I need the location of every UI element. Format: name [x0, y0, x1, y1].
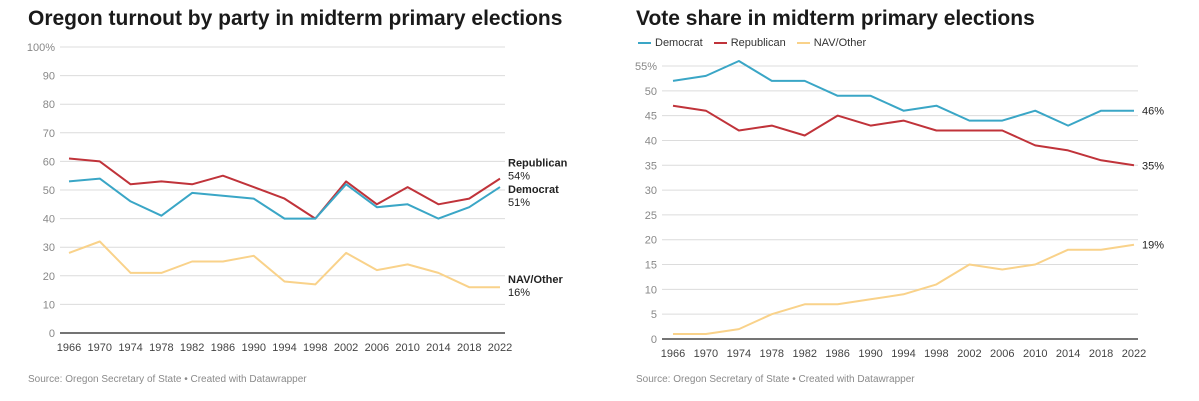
- y-tick-label: 40: [645, 135, 657, 147]
- y-tick-label: 60: [43, 156, 55, 168]
- y-tick-label: 90: [43, 71, 55, 83]
- vote-share-chart-panel: Vote share in midterm primary elections …: [600, 0, 1199, 401]
- y-tick-label: 10: [43, 299, 55, 311]
- y-tick-label: 20: [43, 271, 55, 283]
- y-tick-label: 30: [645, 185, 657, 197]
- x-tick-label: 2010: [395, 342, 419, 354]
- x-tick-label: 1970: [694, 348, 718, 360]
- y-tick-label: 20: [645, 235, 657, 247]
- legend-item-other: NAV/Other: [796, 37, 867, 49]
- turnout-line-chart: 0 10 20 30 40 50 60 70 80 90 100% 1966 1970 1974 1978 1…: [27, 42, 568, 354]
- x-tick-label: 1986: [211, 342, 235, 354]
- x-tick-label: 1982: [792, 348, 816, 360]
- series-value-label: 35%: [1142, 160, 1164, 172]
- x-tick-label: 2018: [457, 342, 481, 354]
- series-value-label: 16%: [508, 287, 530, 299]
- chart-legend: Democrat Republican NAV/Other: [638, 37, 877, 49]
- x-tick-label: 2018: [1089, 348, 1113, 360]
- chart-source: Source: Oregon Secretary of State • Crea…: [636, 374, 915, 385]
- x-tick-label: 2014: [426, 342, 450, 354]
- x-tick-label: 1994: [891, 348, 915, 360]
- legend-label: NAV/Other: [813, 37, 867, 49]
- y-tick-label: 35: [645, 160, 657, 172]
- y-tick-label: 40: [43, 214, 55, 226]
- series-line-democrat: [672, 60, 1134, 127]
- y-tick-label: 70: [43, 128, 55, 140]
- y-tick-label: 50: [645, 86, 657, 98]
- x-tick-label: 1990: [858, 348, 882, 360]
- x-tick-label: 1994: [272, 342, 296, 354]
- x-tick-label: 1990: [241, 342, 265, 354]
- series-line-democrat: [68, 177, 501, 220]
- y-tick-label: 15: [645, 260, 657, 272]
- chart-title: Oregon turnout by party in midterm prima…: [28, 7, 563, 30]
- x-tick-label: 1998: [303, 342, 327, 354]
- y-tick-label: 25: [645, 210, 657, 222]
- x-tick-label: 1966: [661, 348, 685, 360]
- x-tick-label: 2006: [990, 348, 1014, 360]
- x-tick-label: 1970: [88, 342, 112, 354]
- y-tick-label: 0: [49, 328, 55, 340]
- series-value-label: 46%: [1142, 106, 1164, 118]
- legend-swatch-democrat: [638, 42, 651, 44]
- series-name-label: Democrat: [508, 184, 559, 196]
- series-line-other: [68, 240, 500, 289]
- y-tick-label: 5: [651, 309, 657, 321]
- x-tick-label: 1986: [825, 348, 849, 360]
- x-tick-label: 1974: [727, 348, 751, 360]
- legend-label: Democrat: [655, 37, 703, 49]
- y-tick-label: 55%: [635, 61, 657, 73]
- x-tick-label: 2022: [1122, 348, 1146, 360]
- x-tick-label: 1978: [760, 348, 784, 360]
- series-line-republican: [672, 104, 1135, 167]
- x-tick-label: 2010: [1023, 348, 1047, 360]
- legend-label: Republican: [730, 37, 786, 49]
- y-tick-label: 0: [651, 334, 657, 346]
- x-tick-label: 1998: [924, 348, 948, 360]
- series-name-label: Republican: [508, 158, 568, 170]
- legend-item-democrat: Democrat: [638, 37, 703, 49]
- chart-source: Source: Oregon Secretary of State • Crea…: [28, 374, 307, 385]
- x-tick-label: 1978: [149, 342, 173, 354]
- series-name-label: NAV/Other: [508, 274, 564, 286]
- series-line-republican: [68, 157, 501, 220]
- series-line-other: [673, 243, 1135, 335]
- y-tick-label: 50: [43, 185, 55, 197]
- x-tick-label: 1974: [118, 342, 142, 354]
- x-tick-label: 1966: [57, 342, 81, 354]
- turnout-chart-panel: Oregon turnout by party in midterm prima…: [27, 7, 568, 385]
- x-tick-label: 2022: [488, 342, 512, 354]
- legend-swatch-other: [796, 42, 810, 44]
- x-tick-label: 2014: [1056, 348, 1080, 360]
- x-tick-label: 1982: [180, 342, 204, 354]
- series-value-label: 54%: [508, 171, 530, 183]
- y-tick-label: 45: [645, 111, 657, 123]
- y-tick-label: 80: [43, 99, 55, 111]
- x-tick-label: 2006: [365, 342, 389, 354]
- y-tick-label: 30: [43, 242, 55, 254]
- legend-item-republican: Republican: [713, 37, 786, 49]
- y-tick-label: 10: [645, 284, 657, 296]
- legend-swatch-republican: [713, 42, 727, 44]
- x-tick-label: 2002: [334, 342, 358, 354]
- series-value-label: 51%: [508, 197, 530, 209]
- series-value-label: 19%: [1142, 240, 1164, 252]
- vote-share-line-chart: 0 5 10 15 20 25 30 35 40 45 50 55% 1966 1970 1974 1978 1…: [635, 60, 1164, 360]
- chart-title: Vote share in midterm primary elections: [636, 7, 1035, 30]
- y-tick-label: 100%: [27, 42, 55, 54]
- x-tick-label: 2002: [957, 348, 981, 360]
